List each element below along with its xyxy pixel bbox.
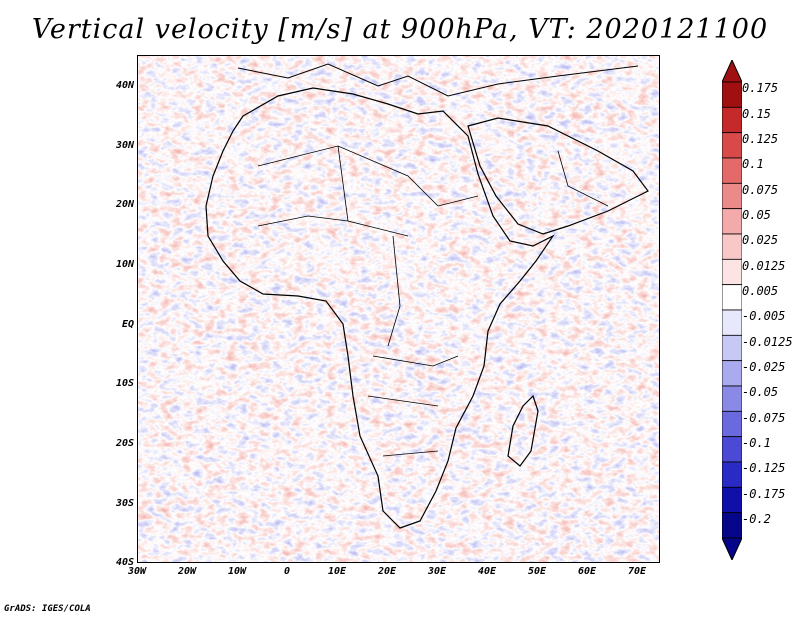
colorbar-label: -0.05 xyxy=(742,385,779,400)
colorbar-swatch xyxy=(722,385,742,412)
colorbar-swatch xyxy=(722,81,742,108)
lon-label: 40E xyxy=(477,566,497,577)
madagascar-coastline xyxy=(507,394,539,467)
colorbar-label: 0.005 xyxy=(742,284,779,298)
lon-label: 10W xyxy=(227,566,247,577)
colorbar-label: -0.025 xyxy=(742,360,786,374)
colorbar-label: 0.025 xyxy=(742,233,779,248)
lon-label: 20E xyxy=(377,566,397,577)
lon-label: 0 xyxy=(283,566,291,577)
colorbar-label: -0.005 xyxy=(742,309,786,324)
map-panel xyxy=(137,55,660,563)
lon-label: 30E xyxy=(427,566,447,577)
colorbar-label: -0.125 xyxy=(742,461,786,476)
colorbar-swatch xyxy=(722,309,742,336)
colorbar-label: 0.125 xyxy=(742,132,779,146)
colorbar-swatch xyxy=(722,208,742,235)
lon-label: 70E xyxy=(627,566,647,577)
lat-label: 40N xyxy=(115,80,134,91)
colorbar-label: 0.075 xyxy=(742,182,779,197)
colorbar-label: 0.1 xyxy=(742,157,764,172)
colorbar-swatch xyxy=(722,512,742,539)
lat-label: 10S xyxy=(115,378,134,389)
lat-label: 10N xyxy=(115,259,134,270)
colorbar-bottom-arrow xyxy=(722,537,742,560)
colorbar-label: 0.0125 xyxy=(742,258,786,273)
colorbar-swatch xyxy=(722,436,742,463)
lon-label: 30W xyxy=(127,566,147,577)
colorbar-top-arrow xyxy=(722,60,742,83)
colorbar-swatch xyxy=(722,233,742,260)
lon-label: 50E xyxy=(527,566,547,577)
lat-label: 30N xyxy=(115,140,134,151)
velocity-field xyxy=(138,56,659,562)
lon-label: 20W xyxy=(177,566,197,577)
map-svg xyxy=(138,56,659,562)
lat-label: 20N xyxy=(115,199,134,210)
africa-coastline xyxy=(205,87,555,529)
colorbar-label: -0.1 xyxy=(742,436,771,450)
lat-label: EQ xyxy=(121,319,134,330)
lon-label: 10E xyxy=(327,566,347,577)
footer-credit: GrADS: IGES/COLA xyxy=(4,604,91,614)
colorbar-label: -0.175 xyxy=(742,486,786,501)
country-borders xyxy=(257,145,609,457)
colorbar-label: -0.2 xyxy=(742,512,771,526)
colorbar-swatch xyxy=(722,410,742,438)
colorbar-swatch xyxy=(722,284,742,311)
colorbar-swatch xyxy=(722,182,742,210)
colorbar-swatch xyxy=(722,360,742,387)
colorbar-swatch xyxy=(722,157,742,184)
colorbar-label: 0.05 xyxy=(742,208,771,222)
chart-title: Vertical velocity [m/s] at 900hPa, VT: 2… xyxy=(31,14,769,45)
colorbar xyxy=(722,60,742,560)
colorbar-swatch xyxy=(722,132,742,159)
colorbar-label: -0.0125 xyxy=(742,334,793,349)
colorbar-label: 0.15 xyxy=(742,106,771,121)
colorbar-swatch xyxy=(722,334,742,362)
europe-coastline xyxy=(237,63,639,97)
colorbar-swatch xyxy=(722,461,742,488)
colorbar-label: -0.075 xyxy=(742,410,786,425)
lon-label: 60E xyxy=(577,566,597,577)
lat-label: 20S xyxy=(115,438,134,449)
lat-label: 30S xyxy=(115,498,134,509)
colorbar-swatch xyxy=(722,258,742,286)
colorbar-label: 0.175 xyxy=(742,81,779,96)
lat-label: 40S xyxy=(115,557,134,568)
colorbar-swatch xyxy=(722,486,742,514)
arabia-coastline xyxy=(467,117,649,235)
colorbar-swatch xyxy=(722,106,742,134)
